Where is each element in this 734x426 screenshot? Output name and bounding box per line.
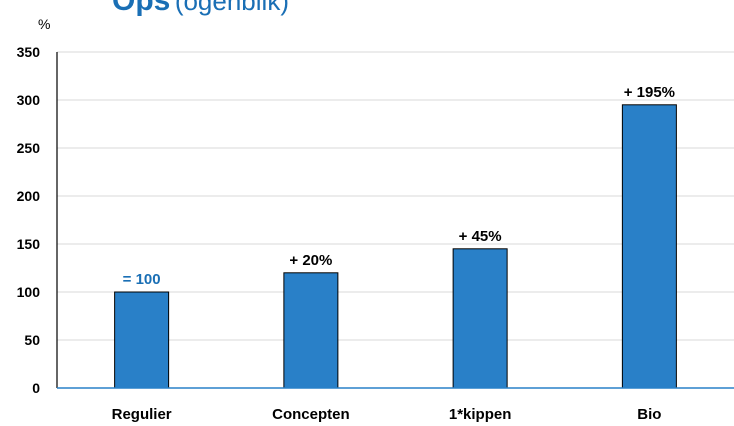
x-axis-categories: Regulier Concepten 1*kippen Bio (112, 406, 662, 423)
data-label: = 100 (123, 271, 161, 288)
y-tick-label: 200 (17, 188, 41, 204)
bars (114, 104, 677, 389)
data-label: + 195% (624, 84, 675, 101)
chart-subtitle: (ogenblik) (174, 0, 289, 16)
chart-title: Ops (112, 0, 171, 17)
y-axis-ticks: 0 50 100 150 200 250 300 350 (17, 44, 41, 396)
bar (621, 104, 677, 389)
chart-title-partial: Ops (ogenblik) (112, 0, 289, 18)
x-tick-label: Bio (637, 406, 661, 423)
bar (114, 291, 170, 389)
bar (452, 248, 508, 389)
x-tick-label: Regulier (112, 406, 172, 423)
y-tick-label: 300 (17, 92, 41, 108)
y-tick-label: 150 (17, 236, 41, 252)
y-tick-label: 350 (17, 44, 41, 60)
x-tick-label: 1*kippen (449, 406, 512, 423)
y-tick-label: 0 (32, 380, 40, 396)
gridlines (57, 51, 734, 341)
y-axis-unit: % (38, 16, 50, 32)
y-tick-label: 50 (24, 332, 40, 348)
bar (283, 272, 339, 389)
y-tick-label: 250 (17, 140, 41, 156)
data-label: + 45% (459, 228, 502, 245)
data-labels: = 100 + 20% + 45% + 195% (123, 84, 675, 288)
y-tick-label: 100 (17, 284, 41, 300)
data-label: + 20% (289, 252, 332, 269)
x-tick-label: Concepten (272, 406, 350, 423)
